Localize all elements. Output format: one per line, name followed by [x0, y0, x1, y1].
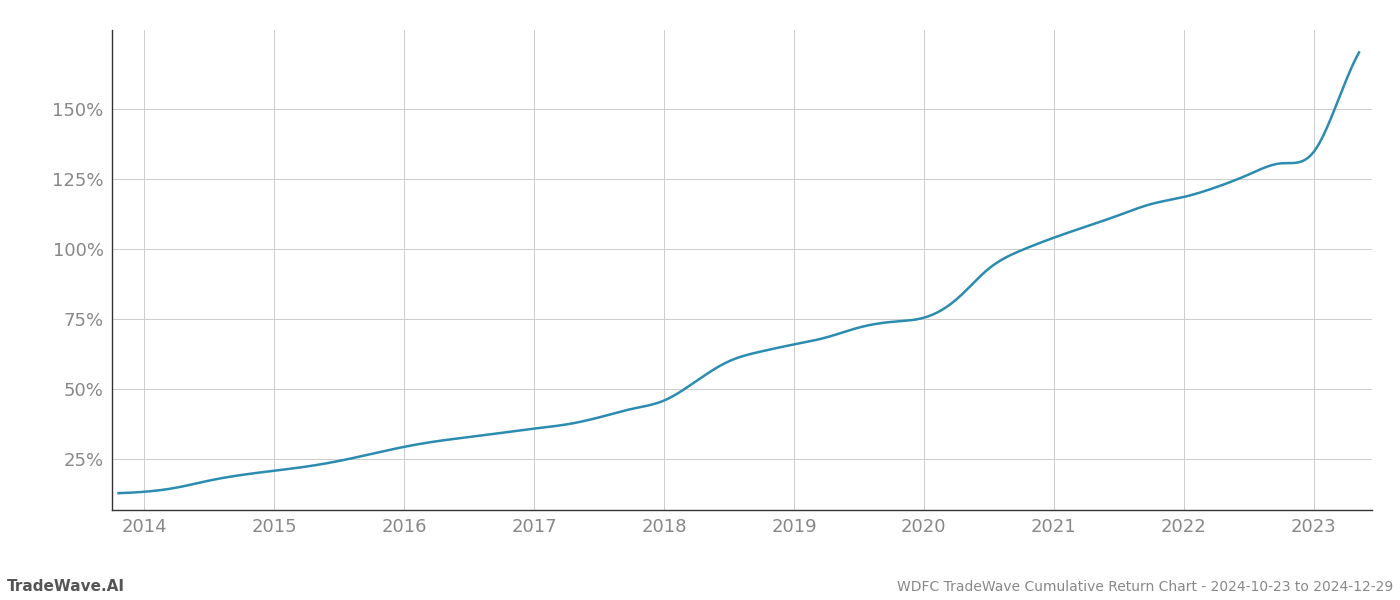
- Text: WDFC TradeWave Cumulative Return Chart - 2024-10-23 to 2024-12-29: WDFC TradeWave Cumulative Return Chart -…: [897, 580, 1393, 594]
- Text: TradeWave.AI: TradeWave.AI: [7, 579, 125, 594]
